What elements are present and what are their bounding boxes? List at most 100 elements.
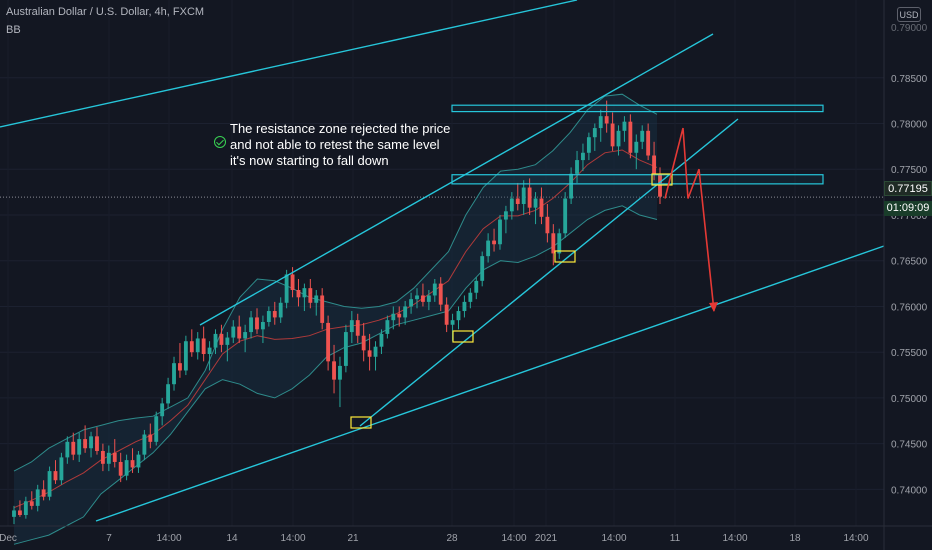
candle-body [260, 322, 265, 330]
candle-body [634, 141, 639, 153]
currency-button[interactable]: USD [897, 7, 921, 22]
candle-body [314, 295, 319, 303]
candle-body [409, 299, 414, 307]
candle-body [320, 295, 325, 323]
trend-line-outer-upper [0, 0, 578, 128]
bollinger-bands [13, 93, 658, 545]
candle-body [349, 320, 354, 333]
candle-body [385, 320, 390, 334]
price-tick-label: 0.78000 [891, 119, 928, 130]
projection-arrowhead [709, 302, 718, 313]
candle-body [142, 434, 147, 455]
chart-title[interactable]: Australian Dollar / U.S. Dollar, 4h, FXC… [6, 6, 205, 18]
candle-body [148, 434, 153, 442]
candle-body [308, 288, 313, 303]
candle-body [432, 283, 437, 296]
candle-body [480, 256, 485, 281]
candle-body [290, 274, 295, 290]
candle-body [533, 198, 538, 208]
candle-body [640, 130, 645, 142]
note-line: and not able to retest the same level [230, 137, 440, 152]
candle-body [166, 384, 171, 404]
candle-body [83, 439, 88, 449]
time-tick-label: 14 [226, 533, 238, 544]
drawing-tools [0, 0, 885, 522]
candle-body [403, 306, 408, 318]
candle-body [59, 457, 64, 481]
candle-body [225, 337, 230, 345]
candle-body [29, 501, 34, 506]
time-tick-label: 14:00 [722, 533, 747, 544]
candle-body [474, 280, 479, 293]
candle-body [521, 187, 526, 204]
annotation-note[interactable]: The resistance zone rejected the price a… [214, 121, 450, 169]
candle-body [12, 510, 16, 517]
band-lower-line [13, 205, 658, 545]
candle-body [426, 295, 431, 302]
note-line: it's now starting to fall down [230, 153, 389, 168]
candle-body [160, 403, 165, 417]
candle-body [326, 322, 331, 362]
candle-body [71, 441, 76, 455]
candle-body [527, 187, 532, 208]
candle-body [622, 121, 627, 131]
resistance-zone [451, 104, 824, 113]
candle-body [296, 289, 301, 298]
touch-marker-box [350, 416, 372, 429]
candle-body [266, 311, 271, 323]
candle-body [367, 350, 372, 357]
candle-body [492, 240, 496, 245]
candle-body [278, 302, 283, 318]
candle-body [219, 333, 224, 345]
time-tick-label: 14:00 [601, 533, 626, 544]
check-circle-icon [214, 136, 226, 148]
candle-body [124, 460, 129, 476]
candle-body [35, 489, 40, 506]
touch-marker-box [554, 250, 576, 263]
candle-body [509, 198, 514, 212]
candle-body [539, 198, 544, 217]
candle-body [343, 332, 348, 366]
candle-body [332, 361, 336, 380]
candle-body [581, 152, 585, 161]
candle-body [189, 341, 194, 353]
candle-body [53, 471, 58, 481]
candle-body [106, 452, 111, 464]
price-tick-label: 0.76500 [891, 257, 928, 268]
candle-body [77, 439, 82, 455]
candle-body [456, 311, 461, 321]
time-tick-label: 14:00 [843, 533, 868, 544]
candle-body [272, 311, 277, 318]
candle-body [178, 363, 182, 371]
candle-body [652, 155, 656, 174]
time-tick-label: 14:00 [156, 533, 181, 544]
candle-series [12, 100, 662, 525]
candle-body [545, 216, 550, 234]
candle-body [598, 116, 603, 129]
trend-line-outer-lower [95, 245, 885, 522]
time-tick-label: 18 [789, 533, 801, 544]
candle-body [498, 219, 502, 245]
resistance-zone [451, 174, 824, 185]
price-tick-label: 0.77000 [891, 211, 928, 222]
candle-body [47, 471, 52, 497]
time-axis: Dec 7 14:00 14 14:00 21 28 14:00 2021 14:00 11 14:0… [0, 525, 932, 544]
indicator-label[interactable]: BB [6, 24, 21, 36]
candle-body [136, 454, 141, 468]
candle-body [391, 313, 396, 321]
candle-body [231, 326, 236, 338]
candle-body [468, 292, 473, 302]
candle-body [207, 347, 212, 355]
band-upper-line [13, 93, 658, 472]
time-tick-label: 14:00 [280, 533, 305, 544]
touch-marker-box [452, 330, 474, 343]
candle-body [130, 460, 135, 468]
candle-body [415, 295, 419, 300]
candle-body [243, 332, 248, 339]
candle-body [551, 233, 556, 254]
band-fill [14, 94, 657, 545]
candle-body [213, 333, 218, 348]
time-tick-label: 2021 [535, 533, 558, 544]
candle-body [23, 501, 28, 516]
